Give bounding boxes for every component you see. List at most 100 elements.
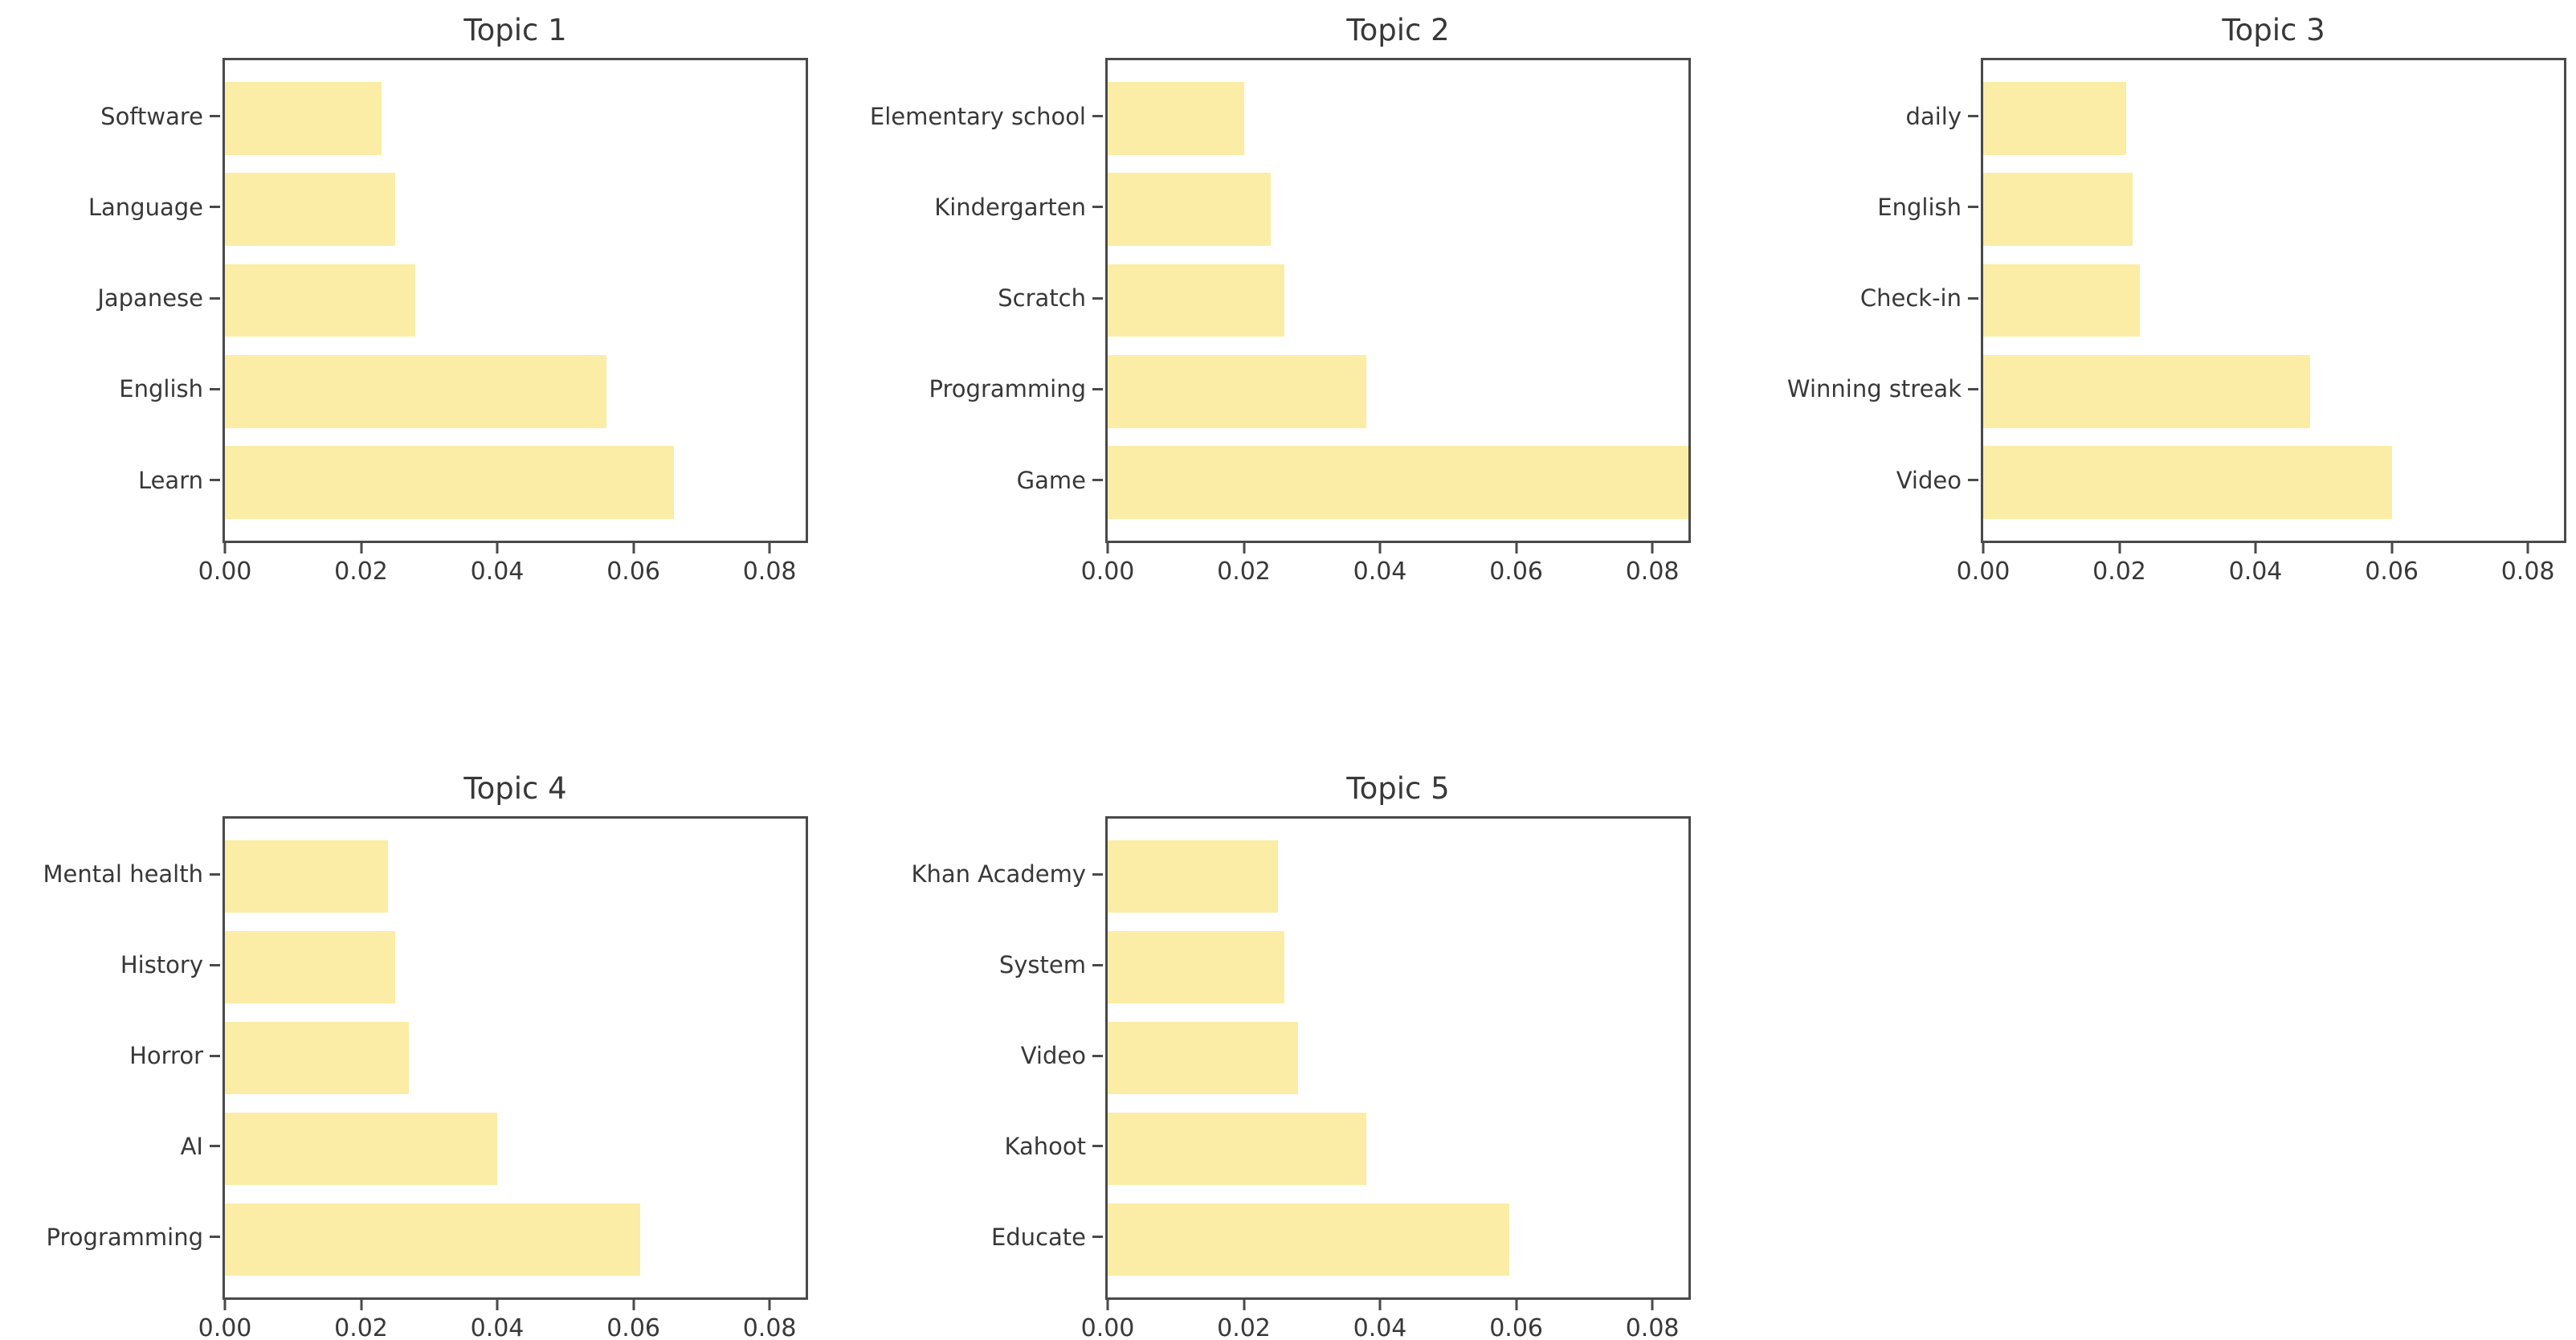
bar-programming [225,1203,641,1276]
plot-area [1981,58,2566,543]
x-tick-mark [223,1300,227,1310]
x-axis-tick-label: 0.00 [198,558,252,586]
x-axis-tick-label: 0.08 [2500,558,2555,586]
bar-japanese [225,264,416,337]
y-axis-label: Programming [46,1223,203,1251]
x-axis-tick-label: 0.06 [606,1314,660,1340]
x-tick-mark [1982,543,1985,554]
y-axis-label: Scratch [998,284,1086,312]
y-tick-mark [210,296,220,300]
y-tick-mark [1092,963,1103,966]
x-tick-mark [223,543,227,554]
y-axis-label: Educate [990,1223,1086,1251]
bar-programming [1108,355,1367,428]
y-axis-label: daily [1905,102,1962,130]
y-tick-mark [1968,206,1978,209]
x-tick-mark [632,543,635,554]
y-tick-mark [1968,296,1978,300]
y-tick-mark [210,872,220,876]
subplot-topic-4: Topic 4 Mental health History Horror AI Progr… [43,771,808,1340]
y-axis-label: System [998,951,1086,979]
chart-title: Topic 4 [463,771,567,806]
x-tick-mark [1106,1300,1109,1310]
x-axis-tick-label: 0.04 [1353,558,1407,586]
y-tick-mark [1092,1236,1103,1239]
y-tick-mark [1092,872,1103,876]
bar-kahoot [1108,1112,1367,1185]
y-tick-mark [210,115,220,117]
x-axis-tick-label: 0.02 [334,558,388,586]
y-axis-label: Language [88,193,203,221]
subplot-topic-3: Topic 3 daily English Check-in Winning strea… [1787,13,2566,586]
x-tick-mark [2254,543,2257,554]
bar-horror [225,1021,409,1095]
x-axis-tick-label: 0.00 [198,1314,252,1340]
y-tick-mark [1968,387,1978,390]
x-tick-mark [496,1300,499,1310]
chart-title: Topic 1 [463,13,567,47]
subplot-topic-1: Topic 1 Software Language Japanese English Le… [88,13,808,586]
x-axis-tick-label: 0.02 [1217,558,1271,586]
x-axis-tick-label: 0.02 [1217,1314,1271,1340]
y-tick-mark [210,1236,220,1239]
x-axis-tick-label: 0.08 [742,1314,797,1340]
y-axis-label: History [120,951,203,979]
x-tick-mark [2118,543,2121,554]
y-tick-mark [210,1145,220,1148]
x-tick-mark [360,543,362,554]
bar-software [225,82,382,155]
plot-area [222,816,808,1300]
y-tick-mark [1968,115,1978,117]
x-tick-mark [1243,1300,1245,1310]
subplot-topic-5: Topic 5 Khan Academy System Video Kahoot Educ… [912,771,1691,1340]
x-axis-tick-label: 0.04 [470,558,525,586]
x-axis-tick-label: 0.08 [1625,558,1680,586]
bar-video [1983,446,2392,519]
bar-english [225,355,606,428]
chart-title: Topic 3 [2222,13,2325,47]
y-axis-label: Khan Academy [911,860,1086,889]
x-tick-mark [1515,543,1518,554]
y-tick-mark [210,1054,220,1057]
x-tick-mark [768,543,771,554]
bar-scratch [1108,264,1285,337]
bar-learn [225,446,675,519]
y-axis-label: Video [1020,1042,1086,1069]
y-tick-mark [1092,1054,1103,1057]
y-axis-label: Japanese [97,284,203,312]
y-tick-mark [1092,206,1103,209]
x-tick-mark [1651,1300,1654,1310]
bar-english [1983,173,2133,246]
y-axis-label: Mental health [43,860,203,889]
bar-language [225,173,395,246]
plot-area [1105,58,1691,543]
bar-khan-academy [1108,840,1278,913]
x-tick-mark [1106,543,1109,554]
x-axis-tick-label: 0.02 [334,1314,388,1340]
bar-mental-health [225,840,389,913]
y-axis-label: Programming [929,375,1086,403]
x-tick-mark [360,1300,362,1310]
y-tick-mark [210,206,220,209]
y-axis-label: Learn [137,466,203,494]
x-axis-tick-label: 0.04 [2228,558,2283,586]
y-axis-label: English [119,375,203,403]
bar-daily [1983,82,2126,155]
y-axis-label: AI [180,1132,203,1160]
y-axis-label: Horror [129,1042,203,1069]
chart-title: Topic 2 [1346,13,1450,47]
y-axis-label: Game [1016,466,1086,494]
y-axis-label: English [1877,193,1962,221]
bar-winning-streak [1983,355,2310,428]
y-axis-label: Video [1896,466,1962,494]
bar-system [1108,931,1285,1004]
y-axis-label: Kahoot [1004,1132,1086,1160]
subplot-topic-2: Topic 2 Elementary school Kindergarten Scra… [870,13,1691,586]
bar-kindergarten [1108,173,1272,246]
x-tick-mark [1378,543,1382,554]
plot-area [222,58,808,543]
x-axis-tick-label: 0.08 [742,558,797,586]
y-axis-label: Software [100,102,203,130]
y-axis-label: Check-in [1860,284,1962,312]
